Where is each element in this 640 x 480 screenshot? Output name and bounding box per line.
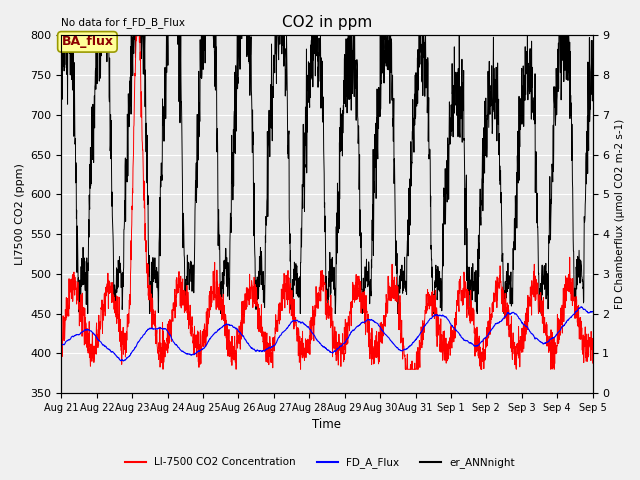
Legend: LI-7500 CO2 Concentration, FD_A_Flux, er_ANNnight: LI-7500 CO2 Concentration, FD_A_Flux, er… [121, 453, 519, 472]
Text: BA_flux: BA_flux [61, 36, 113, 48]
Title: CO2 in ppm: CO2 in ppm [282, 15, 372, 30]
Text: No data for f_FD_B_Flux: No data for f_FD_B_Flux [61, 17, 186, 28]
Y-axis label: FD Chamberflux (μmol CO2 m-2 s-1): FD Chamberflux (μmol CO2 m-2 s-1) [615, 119, 625, 309]
X-axis label: Time: Time [312, 419, 342, 432]
Y-axis label: LI7500 CO2 (ppm): LI7500 CO2 (ppm) [15, 163, 25, 265]
